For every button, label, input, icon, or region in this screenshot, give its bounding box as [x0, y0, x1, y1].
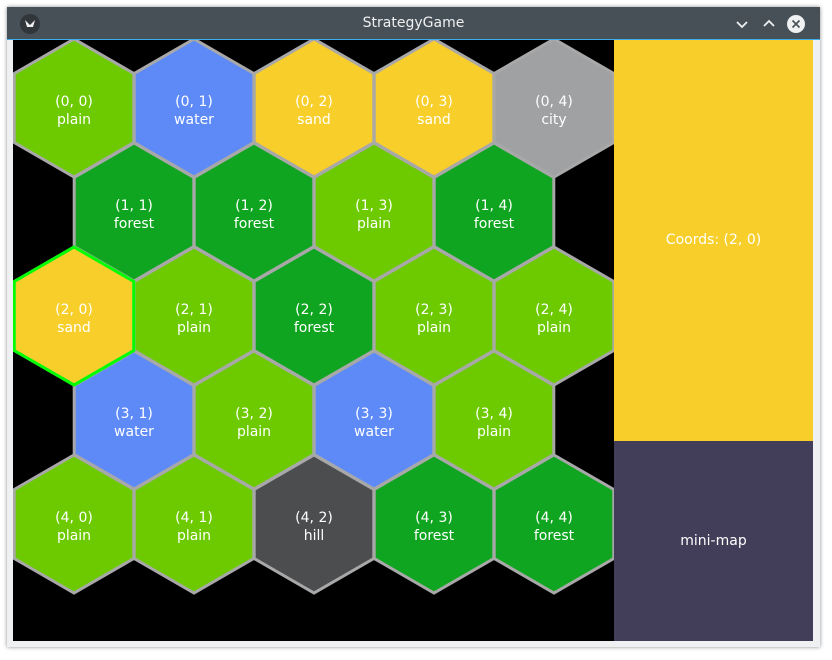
hex-terrain-label: forest — [234, 216, 275, 232]
selected-hex-outline — [13, 245, 136, 387]
hex-terrain-label: plain — [57, 528, 91, 544]
hex-terrain-label: forest — [294, 320, 335, 336]
hex-shape[interactable] — [492, 453, 614, 595]
hex-coord-label: (1, 1) — [115, 198, 153, 214]
hex-tile[interactable]: (1, 1) forest — [72, 141, 196, 283]
close-button[interactable] — [786, 14, 806, 34]
hex-terrain-label: plain — [177, 528, 211, 544]
hex-terrain-label: water — [114, 424, 154, 440]
maximize-button[interactable] — [759, 14, 779, 34]
hex-coord-label: (3, 1) — [115, 406, 153, 422]
hex-terrain-label: plain — [237, 424, 271, 440]
hex-coord-label: (0, 4) — [535, 94, 573, 110]
hex-terrain-label: sand — [417, 112, 451, 128]
hex-terrain-label: sand — [297, 112, 331, 128]
hex-coord-label: (1, 2) — [235, 198, 273, 214]
hex-terrain-label: sand — [57, 320, 91, 336]
hex-coord-label: (0, 0) — [55, 94, 93, 110]
hex-terrain-label: plain — [417, 320, 451, 336]
hex-terrain-label: plain — [537, 320, 571, 336]
hex-terrain-label: plain — [57, 112, 91, 128]
chevron-up-icon — [763, 19, 775, 27]
hex-coord-label: (2, 0) — [55, 302, 93, 318]
hex-terrain-label: water — [174, 112, 214, 128]
hex-coord-label: (4, 4) — [535, 510, 573, 526]
mini-map[interactable]: mini-map — [614, 441, 813, 641]
game-view: (0, 0) plain (0, 1) water (0, 2) sand (0, 3) sa… — [13, 40, 813, 641]
hex-coord-label: (2, 2) — [295, 302, 333, 318]
hex-terrain-label: hill — [304, 528, 325, 544]
hex-coord-label: (0, 3) — [415, 94, 453, 110]
close-icon — [787, 15, 805, 33]
hex-tile[interactable]: (4, 4) forest — [492, 453, 614, 595]
hex-coord-label: (0, 2) — [295, 94, 333, 110]
hex-terrain-label: forest — [474, 216, 515, 232]
chevron-down-icon — [736, 21, 748, 29]
info-panel: Coords: (2, 0) — [614, 40, 813, 441]
hex-tile[interactable]: (0, 1) water — [132, 40, 256, 179]
hex-coord-label: (4, 1) — [175, 510, 213, 526]
hex-coord-label: (2, 4) — [535, 302, 573, 318]
hex-terrain-label: forest — [114, 216, 155, 232]
hex-terrain-label: forest — [534, 528, 575, 544]
hex-terrain-label: plain — [177, 320, 211, 336]
hex-terrain-label: plain — [477, 424, 511, 440]
hex-coord-label: (1, 4) — [475, 198, 513, 214]
hex-terrain-label: city — [541, 112, 566, 128]
hex-terrain-label: water — [354, 424, 394, 440]
hex-coord-label: (4, 2) — [295, 510, 333, 526]
app-window: StrategyGame (0, 0) plain (0, 1) water (0, 2… — [7, 7, 820, 647]
hex-coord-label: (3, 4) — [475, 406, 513, 422]
minimize-button[interactable] — [732, 14, 752, 34]
hex-terrain-label: plain — [357, 216, 391, 232]
hex-coord-label: (1, 3) — [355, 198, 393, 214]
hex-coord-label: (4, 3) — [415, 510, 453, 526]
hex-terrain-label: forest — [414, 528, 455, 544]
hex-coord-label: (3, 3) — [355, 406, 393, 422]
hex-coord-label: (4, 0) — [55, 510, 93, 526]
app-logo-icon[interactable] — [20, 14, 40, 34]
coords-label: Coords: (2, 0) — [665, 232, 762, 248]
hex-map[interactable]: (0, 0) plain (0, 1) water (0, 2) sand (0, 3) sa… — [13, 40, 614, 641]
hex-coord-label: (3, 2) — [235, 406, 273, 422]
title-bar[interactable]: StrategyGame — [7, 7, 820, 40]
hex-coord-label: (2, 1) — [175, 302, 213, 318]
hex-coord-label: (2, 3) — [415, 302, 453, 318]
hex-coord-label: (0, 1) — [175, 94, 213, 110]
mini-map-label: mini-map — [680, 533, 747, 549]
window-title: StrategyGame — [362, 15, 465, 31]
